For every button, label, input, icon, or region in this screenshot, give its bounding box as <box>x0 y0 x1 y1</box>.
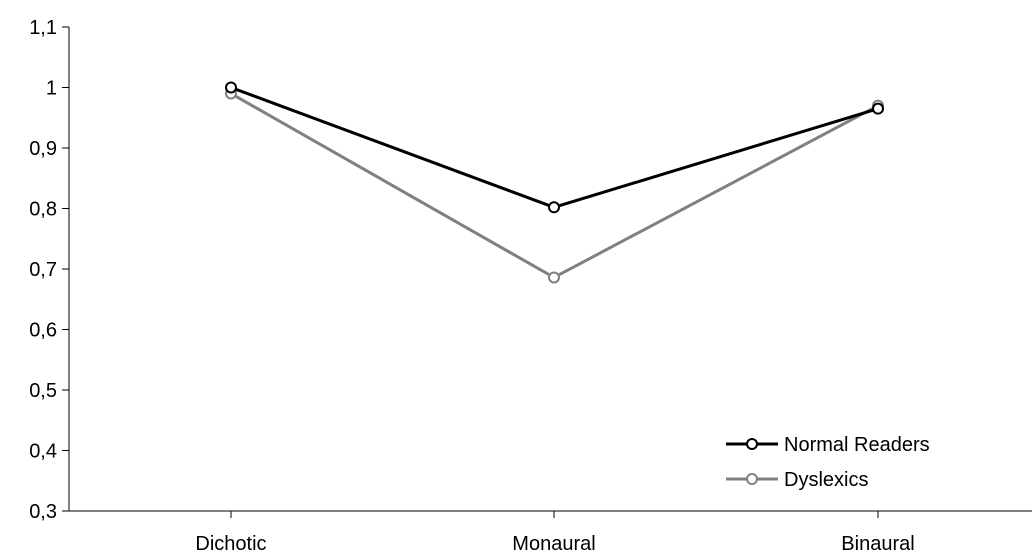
y-tick-label: 0,4 <box>29 441 57 463</box>
y-tick-label: 0,9 <box>29 138 57 160</box>
y-tick-label: 0,3 <box>29 501 57 523</box>
x-tick-label: Monaural <box>512 533 595 555</box>
y-axis-ticks: 0,3 0,4 0,5 0,6 0,7 0,8 0,9 1 1,1 <box>29 17 69 523</box>
y-tick-label: 0,7 <box>29 259 57 281</box>
legend-item-dyslexics: Dyslexics <box>726 469 868 491</box>
x-tick-label: Dichotic <box>195 533 266 555</box>
series-line-dyslexics <box>230 92 879 279</box>
y-tick-label: 1 <box>46 78 57 100</box>
y-tick-label: 1,1 <box>29 17 57 39</box>
x-axis-ticks: Dichotic Monaural Binaural <box>195 511 915 555</box>
series-group <box>225 81 884 284</box>
data-point-dyslexics-monaural <box>548 271 560 284</box>
legend-label: Dyslexics <box>784 469 868 491</box>
legend: Normal Readers Dyslexics <box>726 434 930 491</box>
y-tick-label: 0,6 <box>29 320 57 342</box>
legend-label: Normal Readers <box>784 434 930 456</box>
legend-item-normal-readers: Normal Readers <box>726 434 930 456</box>
x-tick-label: Binaural <box>841 533 914 555</box>
legend-marker <box>746 438 758 450</box>
y-tick-label: 0,5 <box>29 380 57 402</box>
series-normal-readers <box>225 81 884 214</box>
data-point-normal-readers-monaural <box>548 201 560 214</box>
series-dyslexics <box>225 87 884 284</box>
data-point-normal-readers-dichotic <box>225 81 237 94</box>
y-tick-label: 0,8 <box>29 199 57 221</box>
data-point-normal-readers-binaural <box>872 102 884 115</box>
legend-marker <box>746 473 758 485</box>
